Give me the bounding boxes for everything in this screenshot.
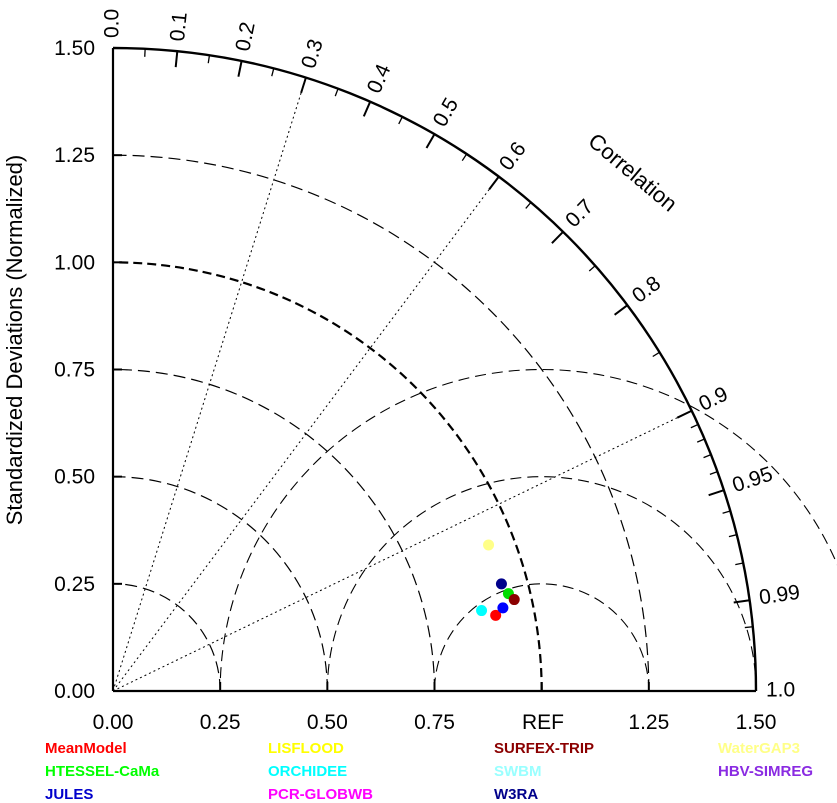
y-tick-label: 0.75 — [54, 359, 95, 382]
correlation-minor-tick — [399, 117, 403, 124]
correlation-tick-label: 0.7 — [561, 195, 598, 232]
correlation-tick — [489, 177, 499, 190]
correlation-tick — [364, 102, 370, 117]
data-point — [496, 578, 507, 589]
correlation-minor-tick — [745, 627, 753, 628]
correlation-tick-label: 0.0 — [101, 9, 124, 38]
correlation-tick-label: 0.1 — [166, 11, 192, 42]
legend-entry: MeanModel — [45, 740, 127, 757]
legend-entry: JULES — [45, 786, 93, 803]
correlation-minor-tick — [735, 563, 743, 565]
correlation-tick-label: 0.3 — [297, 36, 328, 71]
legend-entry: SWBM — [494, 763, 542, 780]
x-tick-label: 0.25 — [200, 711, 241, 734]
y-tick-label: 0.00 — [54, 680, 95, 703]
correlation-tick-label: 0.9 — [695, 382, 731, 415]
y-tick-label: 0.50 — [54, 466, 95, 489]
correlation-tick — [615, 305, 628, 315]
correlation-minor-tick — [653, 352, 660, 356]
x-tick-label: 1.50 — [736, 711, 777, 734]
legend-entry: HTESSEL-CaMa — [45, 763, 159, 780]
axes-layer: 0.00 0.00 0.25 0.25 0.50 0.50 0.75 0.75 1.00 1.25… — [54, 9, 801, 734]
legend-entry: WaterGAP3 — [718, 740, 800, 757]
correlation-minor-tick — [272, 68, 274, 76]
correlation-tick — [677, 411, 691, 418]
legend-entry: LISFLOOD — [268, 740, 344, 757]
correlation-ray — [113, 411, 692, 691]
correlation-tick — [238, 61, 241, 77]
y-tick-label: 1.25 — [54, 144, 95, 167]
correlation-tick — [301, 78, 306, 93]
correlation-tick-label: 0.5 — [429, 94, 464, 131]
correlation-title: Correlation — [584, 128, 683, 216]
legend-entry: PCR-GLOBWB — [268, 786, 373, 803]
legend-entry: W3RA — [494, 786, 538, 803]
correlation-minor-tick — [526, 202, 531, 208]
data-point — [497, 602, 508, 613]
correlation-tick — [176, 51, 178, 67]
y-tick-label: 1.00 — [54, 251, 95, 274]
rms-arc — [327, 477, 756, 691]
correlation-ray — [113, 78, 306, 691]
legend-entry: ORCHIDEE — [268, 763, 347, 780]
x-tick-label: 0.50 — [307, 711, 348, 734]
correlation-minor-tick — [729, 535, 737, 537]
std-arc — [113, 262, 542, 691]
correlation-tick — [709, 490, 724, 495]
correlation-minor-tick — [335, 89, 338, 96]
y-axis-title: Standardized Deviations (Normalized) — [2, 155, 27, 526]
correlation-tick-label: 0.99 — [758, 581, 802, 610]
correlation-tick-label: 0.2 — [231, 20, 259, 53]
rms-arc — [220, 369, 837, 691]
data-points — [476, 539, 520, 620]
ref-label: REF — [522, 711, 564, 734]
x-tick-label: 0.75 — [414, 711, 455, 734]
correlation-minor-tick — [589, 266, 595, 271]
grid-layer — [113, 78, 837, 691]
x-tick-label: 1.25 — [628, 711, 669, 734]
correlation-minor-tick — [704, 455, 711, 458]
std-arc — [113, 584, 220, 691]
legend-entry: SURFEX-TRIP — [494, 740, 594, 757]
correlation-tick-label: 1.0 — [766, 679, 795, 702]
y-tick-label: 0.25 — [54, 573, 95, 596]
y-tick-label: 1.50 — [54, 37, 95, 60]
correlation-tick — [552, 232, 563, 243]
correlation-minor-tick — [208, 55, 209, 63]
outer-arc — [113, 48, 756, 691]
std-arc — [113, 370, 435, 692]
correlation-minor-tick — [697, 439, 704, 442]
correlation-minor-tick — [691, 424, 698, 427]
legend-entry: HBV-SIMREG — [718, 763, 813, 780]
correlation-tick-label: 0.6 — [495, 138, 531, 175]
correlation-minor-tick — [710, 472, 718, 475]
correlation-tick-label: 0.8 — [628, 272, 665, 308]
correlation-tick-label: 0.4 — [363, 60, 396, 96]
x-tick-label: 0.00 — [93, 711, 134, 734]
std-arc — [113, 477, 327, 691]
correlation-tick-label: 0.95 — [729, 463, 775, 498]
correlation-ray — [113, 177, 499, 691]
correlation-tick — [427, 134, 435, 148]
correlation-minor-tick — [723, 511, 731, 513]
data-point — [509, 594, 520, 605]
data-point — [483, 539, 494, 550]
data-point — [476, 605, 487, 616]
correlation-minor-tick — [462, 154, 466, 161]
